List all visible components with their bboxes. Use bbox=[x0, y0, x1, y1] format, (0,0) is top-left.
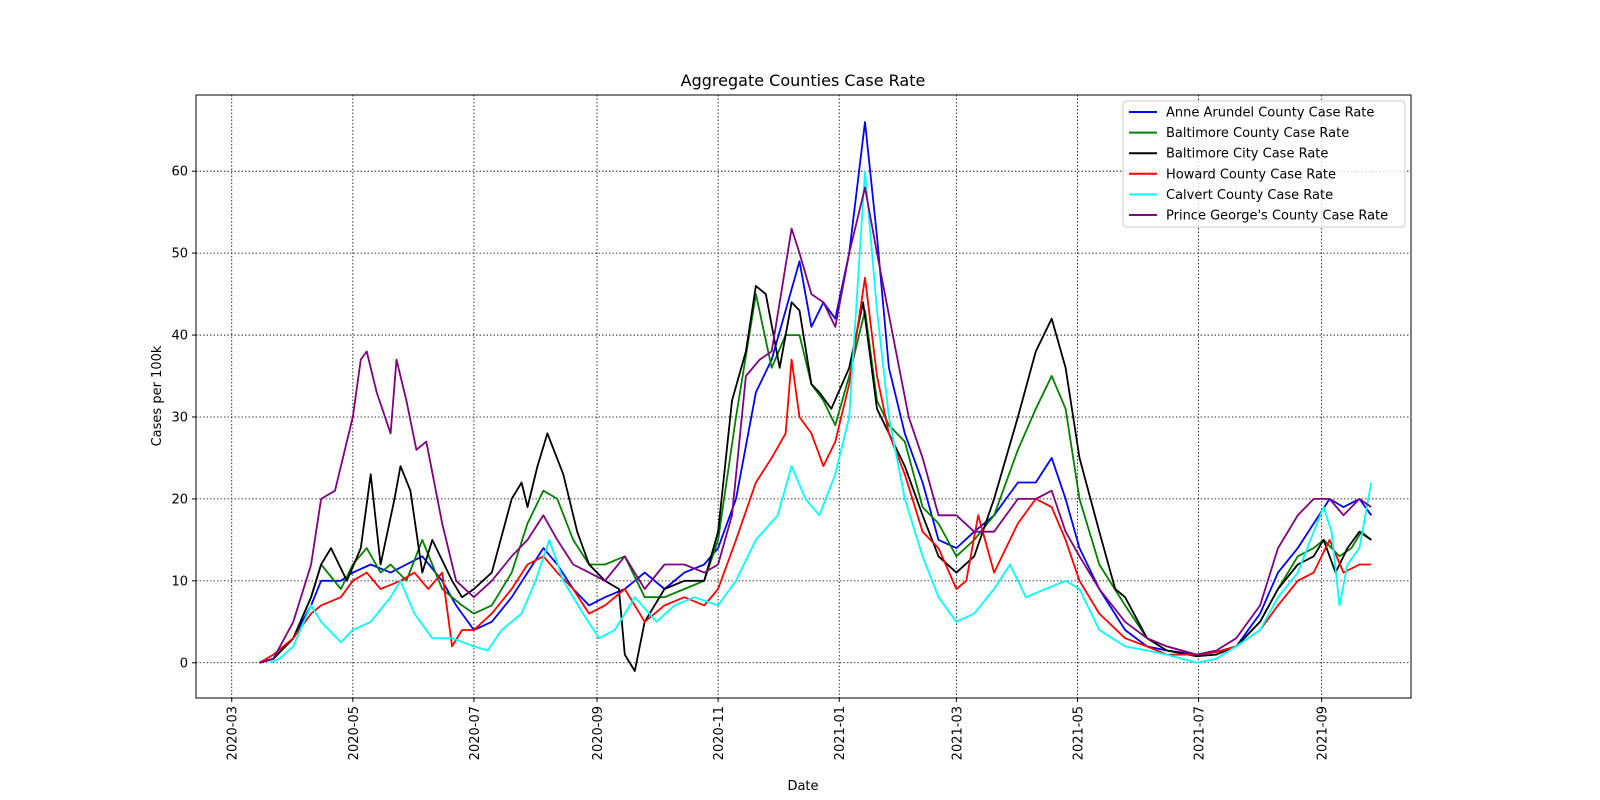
y-axis-label: Cases per 100k bbox=[150, 345, 165, 446]
x-tick-label: 2020-11 bbox=[712, 706, 727, 760]
y-tick-label: 50 bbox=[171, 247, 188, 262]
x-tick-label: 2021-05 bbox=[1071, 706, 1086, 760]
plot-frame bbox=[195, 94, 1412, 699]
legend-box bbox=[1122, 100, 1406, 228]
y-tick-label: 40 bbox=[171, 329, 188, 344]
series-line-4 bbox=[269, 170, 1373, 664]
series-line-5 bbox=[259, 186, 1372, 664]
series-line-1 bbox=[259, 293, 1372, 664]
y-ticks: 0 10 20 30 40 50 60 bbox=[171, 165, 196, 671]
x-ticks: 2020-03 2020-05 2020-07 2020-09 2020-11 2021-… bbox=[226, 698, 1331, 760]
legend-label: Calvert County Case Rate bbox=[1166, 188, 1333, 203]
legend: Anne Arundel County Case Rate Baltimore C… bbox=[1122, 100, 1406, 228]
chart-title: Aggregate Counties Case Rate bbox=[681, 71, 926, 90]
x-tick-label: 2021-07 bbox=[1193, 706, 1208, 760]
x-tick-label: 2021-09 bbox=[1316, 706, 1331, 760]
legend-label: Howard County Case Rate bbox=[1166, 167, 1336, 182]
y-tick-label: 10 bbox=[171, 574, 188, 589]
x-tick-label: 2020-05 bbox=[347, 706, 362, 760]
x-tick-label: 2021-01 bbox=[833, 706, 848, 760]
x-tick-label: 2020-09 bbox=[591, 706, 606, 760]
legend-label: Baltimore County Case Rate bbox=[1166, 126, 1349, 141]
x-axis-label: Date bbox=[787, 779, 818, 794]
series-line-2 bbox=[259, 285, 1372, 672]
legend-label: Baltimore City Case Rate bbox=[1166, 147, 1328, 162]
series-lines bbox=[259, 121, 1373, 672]
x-tick-label: 2020-03 bbox=[226, 706, 241, 760]
y-tick-label: 20 bbox=[171, 492, 188, 507]
legend-label: Anne Arundel County Case Rate bbox=[1166, 106, 1374, 121]
x-tick-label: 2020-07 bbox=[468, 706, 483, 760]
y-tick-label: 0 bbox=[180, 656, 188, 671]
series-line-3 bbox=[259, 276, 1372, 664]
y-tick-label: 60 bbox=[171, 165, 188, 180]
x-tick-label: 2021-03 bbox=[950, 706, 965, 760]
legend-label: Prince George's County Case Rate bbox=[1166, 209, 1388, 224]
y-tick-label: 30 bbox=[171, 410, 188, 425]
